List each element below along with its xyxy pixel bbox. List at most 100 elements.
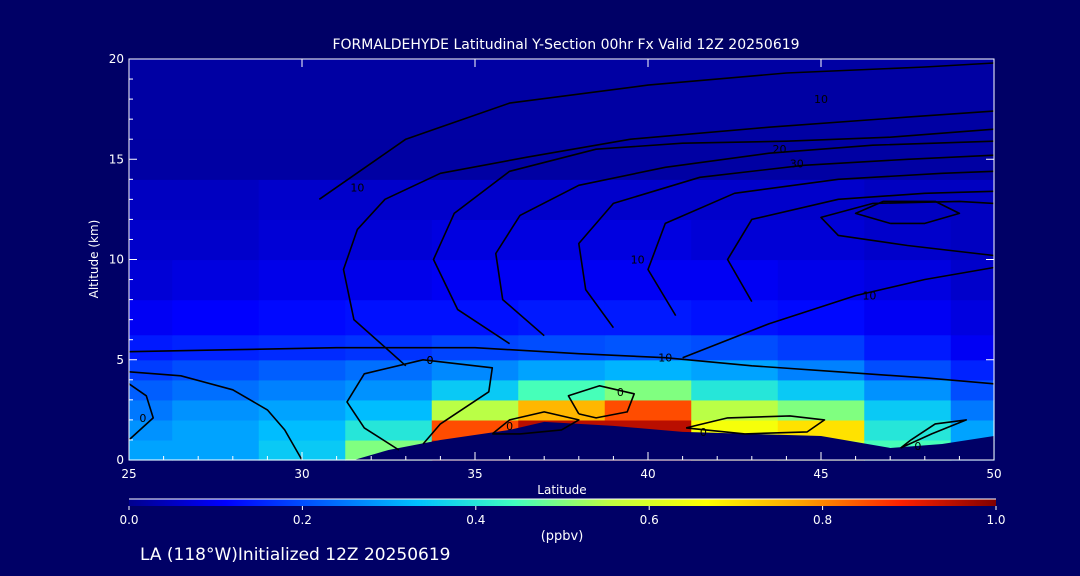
contour-label: 10 <box>862 290 876 303</box>
heatmap-cell <box>950 299 995 336</box>
heatmap-cell <box>691 299 779 336</box>
heatmap-cell <box>518 99 606 140</box>
heatmap-cell <box>777 299 865 336</box>
terrain-layer <box>129 421 994 460</box>
contour-line <box>432 128 995 345</box>
heatmap-cell <box>129 334 173 361</box>
heatmap-cell <box>864 259 952 301</box>
heatmap-cell <box>777 259 865 301</box>
heatmap-cell <box>604 219 692 261</box>
heatmap-cell <box>431 299 519 336</box>
heatmap-cell <box>129 419 173 441</box>
heatmap-cell <box>345 359 433 381</box>
heatmap-cell <box>604 379 692 401</box>
heatmap-cell <box>258 139 346 180</box>
contour-label: 0 <box>506 420 513 433</box>
heatmap-cell <box>518 259 606 301</box>
heatmap-cell <box>172 219 260 261</box>
contour-line <box>820 200 995 257</box>
heatmap-cell <box>258 299 346 336</box>
heatmap-cell <box>518 334 606 361</box>
heatmap-cell <box>864 179 952 220</box>
y-axis: 0 5 10 15 20 <box>109 52 994 467</box>
contour-line <box>495 140 995 337</box>
heatmap-cell <box>777 379 865 401</box>
heatmap-cell <box>691 334 779 361</box>
heatmap-cell <box>345 59 433 100</box>
contour-line <box>318 62 995 200</box>
contour-line <box>682 266 995 359</box>
colorbar-tick-label: 0.2 <box>293 513 312 527</box>
y-tick-label: 5 <box>116 353 124 367</box>
heatmap-cell <box>864 379 952 401</box>
heatmap-cell <box>129 299 173 336</box>
heatmap-cell <box>172 139 260 180</box>
colorbar: 0.0 0.2 0.4 0.6 0.8 1.0 (ppbv) <box>119 498 1006 544</box>
heatmap-cell <box>604 359 692 381</box>
heatmap-cell <box>950 399 995 421</box>
heatmap-cell <box>691 59 779 100</box>
heatmap-cell <box>604 299 692 336</box>
heatmap-cell <box>431 359 519 381</box>
heatmap-cell <box>864 219 952 261</box>
heatmap-cell <box>950 334 995 361</box>
heatmap-cell <box>431 379 519 401</box>
heatmap-cell <box>691 219 779 261</box>
heatmap-cell <box>172 99 260 140</box>
heatmap-cell <box>129 379 173 401</box>
heatmap-cell <box>345 179 433 220</box>
heatmap-cell <box>604 399 692 421</box>
heatmap-cell <box>129 439 173 461</box>
contour-line <box>854 200 961 225</box>
heatmap-cell <box>258 399 346 421</box>
colorbar-tick-label: 0.0 <box>119 513 138 527</box>
x-axis: 25 30 35 40 45 50 <box>121 59 1002 481</box>
heatmap-cell <box>864 59 952 100</box>
heatmap-cell <box>691 179 779 220</box>
contour-line <box>128 346 995 385</box>
heatmap-cell <box>777 399 865 421</box>
colorbar-tick-label: 0.4 <box>466 513 485 527</box>
heatmap-cell <box>172 379 260 401</box>
heatmap-cell <box>431 179 519 220</box>
heatmap-cell <box>258 179 346 220</box>
heatmap-cell <box>431 99 519 140</box>
contour-line <box>685 415 826 435</box>
heatmap-cell <box>129 219 173 261</box>
x-tick-label: 30 <box>294 467 309 481</box>
heatmap-cell <box>258 359 346 381</box>
heatmap-cell <box>431 399 519 421</box>
heatmap-cell <box>777 99 865 140</box>
heatmap-cell <box>691 359 779 381</box>
heatmap-cell <box>345 99 433 140</box>
y-axis-label: Altitude (km) <box>87 220 101 299</box>
colorbar-tick-label: 0.6 <box>640 513 659 527</box>
contour-line <box>491 411 580 435</box>
heatmap-cell <box>345 219 433 261</box>
heatmap-cell <box>172 299 260 336</box>
contour-label: 30 <box>790 157 804 170</box>
contour-line <box>128 383 154 441</box>
contour-line <box>726 190 995 302</box>
contour-label: 10 <box>350 181 364 194</box>
contour-line <box>578 154 995 329</box>
heatmap-cell <box>258 99 346 140</box>
heatmap-layer <box>129 59 995 461</box>
heatmap-cell <box>864 334 952 361</box>
terrain-mask <box>129 421 994 460</box>
chart-title: FORMALDEHYDE Latitudinal Y-Section 00hr … <box>332 37 799 53</box>
heatmap-cell <box>777 219 865 261</box>
heatmap-cell <box>345 139 433 180</box>
heatmap-cell <box>777 139 865 180</box>
heatmap-cell <box>950 99 995 140</box>
contour-label: 10 <box>814 93 828 106</box>
heatmap-cell <box>129 99 173 140</box>
heatmap-cell <box>691 259 779 301</box>
heatmap-cell <box>691 379 779 401</box>
heatmap-cell <box>604 99 692 140</box>
heatmap-cell <box>518 359 606 381</box>
contour-label: 0 <box>139 412 146 425</box>
